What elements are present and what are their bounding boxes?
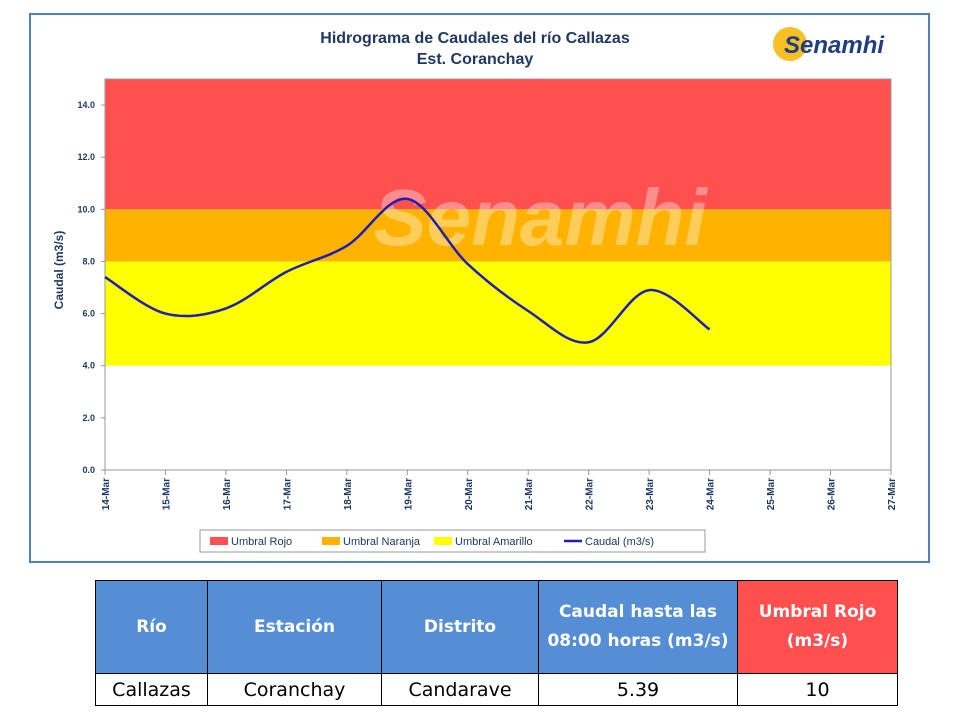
logo-text: Senamhi: [784, 32, 885, 59]
chart: Hidrograma de Caudales del río Callazas …: [29, 13, 930, 563]
table-header: Río: [95, 580, 208, 674]
legend-label: Umbral Rojo: [231, 536, 292, 548]
legend-label: Caudal (m3/s): [585, 536, 654, 548]
x-tick-label: 27-Mar: [887, 478, 898, 510]
x-tick-label: 23-Mar: [645, 478, 656, 510]
table-header: Caudal hasta las 08:00 horas (m3/s): [538, 580, 738, 674]
x-tick-label: 26-Mar: [827, 478, 838, 510]
table-cell: 5.39: [538, 673, 738, 706]
x-tick-label: 16-Mar: [222, 478, 233, 510]
y-tick-label: 12.0: [77, 152, 95, 162]
y-tick-label: 8.0: [82, 256, 95, 266]
y-tick-label: 14.0: [77, 100, 95, 110]
data-table: Río Estación Distrito Caudal hasta las 0…: [95, 580, 898, 706]
legend-swatch: [210, 537, 228, 545]
table-cell: 10: [737, 673, 898, 706]
y-tick-label: 0.0: [82, 465, 95, 475]
y-tick-label: 2.0: [82, 413, 95, 423]
x-tick-label: 15-Mar: [161, 478, 172, 510]
watermark: Senamhi: [373, 173, 708, 262]
y-tick-label: 6.0: [82, 309, 95, 319]
threshold-band: [105, 261, 891, 366]
x-tick-label: 20-Mar: [464, 478, 475, 510]
y-tick-label: 4.0: [82, 361, 95, 371]
x-tick-label: 18-Mar: [343, 478, 354, 510]
threshold-band: [105, 79, 891, 210]
data-line: [104, 197, 711, 344]
x-tick-label: 14-Mar: [101, 478, 112, 510]
legend-swatch: [322, 537, 340, 545]
x-tick-label: 24-Mar: [706, 478, 717, 510]
x-tick-label: 22-Mar: [585, 478, 596, 510]
legend-swatch: [434, 537, 452, 545]
logo-sun: [773, 27, 807, 61]
chart-title: Hidrograma de Caudales del río Callazas: [320, 30, 630, 47]
table-header: Distrito: [381, 580, 539, 674]
chart-subtitle: Est. Coranchay: [417, 51, 534, 68]
table-cell: Candarave: [381, 673, 539, 706]
x-tick-label: 21-Mar: [524, 478, 535, 510]
table-cell: Coranchay: [207, 673, 382, 706]
legend-label: Umbral Amarillo: [455, 536, 533, 548]
x-tick-label: 25-Mar: [766, 478, 777, 510]
plot-border: [104, 78, 892, 471]
legend-box: [199, 529, 706, 553]
legend-label: Umbral Naranja: [343, 536, 421, 548]
table-header: Estación: [207, 580, 382, 674]
y-tick-label: 10.0: [77, 204, 95, 214]
x-tick-label: 17-Mar: [282, 478, 293, 510]
table-header: Umbral Rojo (m3/s): [737, 580, 898, 674]
threshold-band: [105, 209, 891, 262]
y-axis-label: Caudal (m3/s): [52, 231, 66, 310]
legend: Umbral Rojo Umbral Naranja Umbral Amarillo…: [199, 529, 706, 553]
table-cell: Callazas: [95, 673, 208, 706]
x-tick-label: 19-Mar: [403, 478, 414, 510]
